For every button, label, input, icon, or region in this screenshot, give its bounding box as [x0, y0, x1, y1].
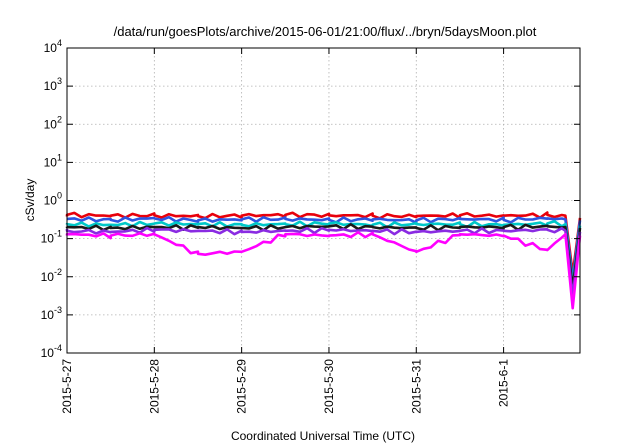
y-tick-exponent: -4 [54, 343, 62, 353]
series-line-1 [65, 211, 582, 275]
y-tick-exponent: -3 [54, 305, 62, 315]
y-tick-exponent: 4 [57, 38, 62, 48]
y-tick-label: 100 [44, 191, 62, 208]
x-axis-label: Coordinated Universal Time (UTC) [231, 429, 415, 443]
y-tick-base: 10 [41, 232, 55, 246]
y-tick-exponent: 2 [57, 114, 62, 124]
y-tick-exponent: 1 [57, 152, 62, 162]
series-layer [65, 211, 582, 310]
x-tick-label: 2015-6-1 [497, 359, 511, 407]
series-line-3 [65, 220, 582, 287]
y-tick-base: 10 [44, 194, 58, 208]
y-tick-base: 10 [41, 308, 55, 322]
tick-layer: 10-410-310-210-11001011021031042015-5-27… [41, 38, 580, 414]
x-tick-label: 2015-5-27 [60, 359, 74, 414]
y-tick-label: 104 [44, 38, 62, 55]
x-tick-label: 2015-5-29 [235, 359, 249, 414]
y-tick-exponent: 3 [57, 76, 62, 86]
y-tick-base: 10 [44, 155, 58, 169]
y-tick-label: 10-1 [41, 229, 62, 246]
series-line-4 [65, 223, 582, 290]
series-line-2 [66, 215, 582, 282]
y-tick-base: 10 [44, 41, 58, 55]
y-tick-label: 10-2 [41, 267, 62, 284]
y-tick-base: 10 [44, 117, 58, 131]
y-tick-label: 102 [44, 114, 62, 131]
y-tick-base: 10 [41, 346, 55, 360]
y-tick-label: 10-4 [41, 343, 62, 360]
y-tick-exponent: 0 [57, 191, 62, 201]
y-axis-label: cSv/day [23, 179, 37, 222]
x-tick-label: 2015-5-28 [147, 359, 161, 414]
y-tick-exponent: -1 [54, 229, 62, 239]
chart-title: /data/run/goesPlots/archive/2015-06-01/2… [114, 24, 537, 39]
grid-layer [67, 48, 580, 353]
series-line-6 [65, 231, 582, 310]
y-tick-base: 10 [41, 270, 55, 284]
y-tick-label: 10-3 [41, 305, 62, 322]
y-tick-label: 103 [44, 76, 62, 93]
x-tick-label: 2015-5-31 [409, 359, 423, 414]
series-line-5 [65, 226, 582, 298]
y-tick-exponent: -2 [54, 267, 62, 277]
x-tick-label: 2015-5-30 [322, 359, 336, 414]
y-tick-base: 10 [44, 79, 58, 93]
y-tick-label: 101 [44, 152, 62, 169]
